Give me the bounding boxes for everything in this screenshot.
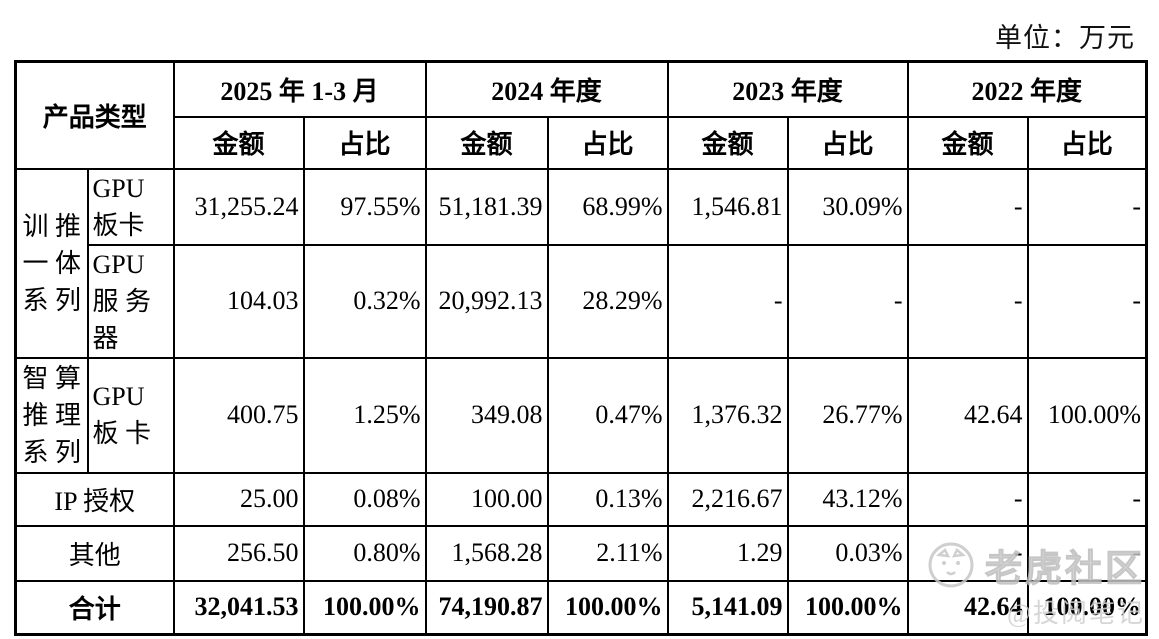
cell-value: 5,141.09: [666, 579, 789, 636]
cell-value: 97.55%: [302, 167, 427, 246]
cell-value: 100.00%: [1026, 356, 1148, 474]
header-amount-2024: 金额: [424, 115, 549, 170]
header-amount-2025: 金额: [172, 115, 305, 170]
unit-label: 单位：万元: [995, 23, 1135, 53]
cell-value: 32,041.53: [172, 579, 305, 636]
cell-value: 1.25%: [302, 356, 427, 474]
row-label-total: 合计: [14, 579, 175, 636]
header-period-2025: 2025 年 1-3 月: [172, 60, 427, 118]
cell-value: -: [906, 524, 1029, 582]
table-row: IP 授权 25.00 0.08% 100.00 0.13% 2,216.67 …: [14, 471, 1148, 527]
cell-value: -: [666, 243, 789, 359]
product-label-gpu-server: GPU 服 务 器: [86, 243, 175, 359]
cell-value: 1,546.81: [666, 167, 789, 246]
cell-value: 25.00: [172, 471, 305, 527]
header-ratio-2022: 占比: [1026, 115, 1148, 170]
cell-value: 31,255.24: [172, 167, 305, 246]
cell-value: 42.64: [906, 356, 1029, 474]
cell-value: 349.08: [424, 356, 549, 474]
cell-value: 20,992.13: [424, 243, 549, 359]
table-row-total: 合计 32,041.53 100.00% 74,190.87 100.00% 5…: [14, 579, 1148, 636]
row-label-ip-licensing: IP 授权: [14, 471, 175, 527]
group-label-smart-compute-inference-series: 智 算 推 理 系 列: [14, 356, 89, 474]
header-amount-2023: 金额: [666, 115, 789, 170]
cell-value: 68.99%: [546, 167, 669, 246]
header-ratio-2025: 占比: [302, 115, 427, 170]
cell-value: -: [906, 167, 1029, 246]
cell-value: 1.29: [666, 524, 789, 582]
cell-value: 0.03%: [786, 524, 909, 582]
header-amount-2022: 金额: [906, 115, 1029, 170]
cell-value: 42.64: [906, 579, 1029, 636]
cell-value: 26.77%: [786, 356, 909, 474]
group-label-training-inference-series: 训 推 一 体 系 列: [14, 167, 89, 359]
cell-value: 100.00%: [546, 579, 669, 636]
cell-value: -: [906, 471, 1029, 527]
header-row-subcolumns: 金额 占比 金额 占比 金额 占比 金额 占比: [16, 115, 1148, 170]
cell-value: 400.75: [172, 356, 305, 474]
header-row-periods: 产品类型 2025 年 1-3 月 2024 年度 2023 年度 2022 年…: [14, 60, 1148, 170]
header-ratio-2024: 占比: [546, 115, 669, 170]
cell-value: 0.80%: [302, 524, 427, 582]
cell-value: -: [906, 243, 1029, 359]
cell-value: 0.32%: [302, 243, 427, 359]
cell-value: 74,190.87: [424, 579, 549, 636]
row-label-other: 其他: [14, 524, 175, 582]
cell-value: 100.00%: [786, 579, 909, 636]
cell-value: 1,376.32: [666, 356, 789, 474]
cell-value: 104.03: [172, 243, 305, 359]
revenue-by-product-table: 产品类型 2025 年 1-3 月 2024 年度 2023 年度 2022 年…: [14, 60, 1148, 636]
cell-value: 0.13%: [546, 471, 669, 527]
table-row: 其他 256.50 0.80% 1,568.28 2.11% 1.29 0.03…: [14, 524, 1148, 582]
cell-value: 0.47%: [546, 356, 669, 474]
header-ratio-2023: 占比: [786, 115, 909, 170]
cell-value: -: [1026, 243, 1148, 359]
cell-value: 100.00: [424, 471, 549, 527]
header-product-type: 产品类型: [14, 60, 175, 170]
cell-value: -: [1026, 524, 1148, 582]
cell-value: 2.11%: [546, 524, 669, 582]
cell-value: -: [1026, 167, 1148, 246]
product-label-gpu-board: GPU 板卡: [86, 167, 175, 246]
cell-value: -: [786, 243, 909, 359]
table-row: GPU 服 务 器 104.03 0.32% 20,992.13 28.29% …: [16, 243, 1148, 359]
cell-value: 0.08%: [302, 471, 427, 527]
cell-value: 100.00%: [302, 579, 427, 636]
cell-value: 51,181.39: [424, 167, 549, 246]
cell-value: 1,568.28: [424, 524, 549, 582]
cell-value: -: [1026, 471, 1148, 527]
cell-value: 28.29%: [546, 243, 669, 359]
header-period-2023: 2023 年度: [666, 60, 909, 118]
table-row: 智 算 推 理 系 列 GPU 板 卡 400.75 1.25% 349.08 …: [14, 356, 1148, 474]
cell-value: 2,216.67: [666, 471, 789, 527]
header-period-2024: 2024 年度: [424, 60, 669, 118]
cell-value: 43.12%: [786, 471, 909, 527]
cell-value: 256.50: [172, 524, 305, 582]
cell-value: 100.00%: [1026, 579, 1148, 636]
header-period-2022: 2022 年度: [906, 60, 1148, 118]
product-label-gpu-board: GPU 板 卡: [86, 356, 175, 474]
cell-value: 30.09%: [786, 167, 909, 246]
table-row: 训 推 一 体 系 列 GPU 板卡 31,255.24 97.55% 51,1…: [14, 167, 1148, 359]
